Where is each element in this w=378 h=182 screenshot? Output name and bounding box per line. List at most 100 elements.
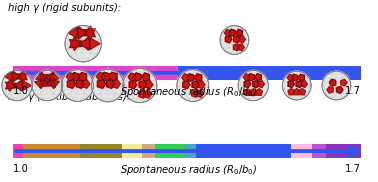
Polygon shape [11, 71, 20, 81]
Polygon shape [183, 81, 190, 88]
Polygon shape [192, 81, 199, 88]
Polygon shape [107, 80, 115, 88]
Text: Spontaneous radius ($R_0/b_0$): Spontaneous radius ($R_0/b_0$) [120, 85, 258, 99]
Ellipse shape [251, 83, 256, 88]
Polygon shape [194, 74, 201, 81]
Polygon shape [197, 90, 204, 97]
Polygon shape [236, 29, 242, 36]
Polygon shape [68, 27, 79, 39]
Ellipse shape [130, 76, 150, 95]
Bar [13, 144, 23, 158]
Polygon shape [40, 78, 48, 88]
Ellipse shape [181, 74, 204, 97]
Polygon shape [62, 70, 93, 101]
Polygon shape [79, 73, 87, 81]
Polygon shape [112, 80, 121, 88]
Polygon shape [142, 73, 149, 81]
Ellipse shape [226, 32, 243, 48]
Polygon shape [2, 70, 32, 101]
Polygon shape [98, 80, 106, 88]
Polygon shape [145, 81, 153, 89]
Ellipse shape [188, 81, 197, 90]
Ellipse shape [39, 77, 56, 94]
Polygon shape [71, 73, 79, 81]
Polygon shape [253, 81, 259, 88]
Polygon shape [107, 80, 115, 88]
Polygon shape [198, 81, 205, 88]
Polygon shape [192, 81, 199, 88]
Polygon shape [50, 72, 59, 81]
Ellipse shape [71, 79, 84, 92]
Polygon shape [22, 81, 31, 90]
Polygon shape [288, 81, 294, 87]
Ellipse shape [135, 81, 145, 90]
Polygon shape [229, 29, 235, 36]
Polygon shape [298, 74, 304, 81]
Polygon shape [5, 72, 13, 81]
Bar [186, 144, 196, 158]
Polygon shape [177, 70, 209, 101]
Ellipse shape [78, 39, 88, 49]
Polygon shape [301, 81, 307, 87]
Ellipse shape [73, 81, 82, 90]
Polygon shape [70, 37, 81, 48]
Polygon shape [32, 70, 62, 101]
Ellipse shape [73, 33, 93, 54]
Text: 1.0: 1.0 [13, 86, 29, 96]
Polygon shape [291, 74, 297, 81]
Polygon shape [225, 29, 231, 36]
Polygon shape [336, 86, 343, 93]
Ellipse shape [8, 77, 26, 94]
Ellipse shape [105, 83, 110, 88]
Polygon shape [82, 80, 90, 88]
Ellipse shape [68, 76, 87, 95]
Polygon shape [293, 89, 300, 95]
Polygon shape [76, 28, 87, 39]
Ellipse shape [128, 73, 152, 98]
Polygon shape [288, 89, 294, 95]
Polygon shape [76, 80, 84, 88]
Polygon shape [287, 74, 293, 81]
Polygon shape [46, 78, 55, 88]
Polygon shape [45, 73, 54, 82]
Polygon shape [336, 87, 343, 93]
Ellipse shape [43, 81, 51, 90]
Polygon shape [71, 73, 79, 81]
Polygon shape [129, 81, 137, 89]
Bar [178, 66, 361, 80]
Polygon shape [244, 89, 251, 95]
Bar [89, 144, 122, 158]
Polygon shape [234, 36, 240, 43]
Ellipse shape [240, 73, 266, 98]
Bar [122, 144, 142, 158]
Polygon shape [255, 74, 261, 81]
Polygon shape [35, 80, 44, 89]
Ellipse shape [179, 72, 206, 99]
Polygon shape [288, 81, 294, 87]
Polygon shape [79, 37, 91, 49]
Ellipse shape [64, 72, 91, 99]
Ellipse shape [81, 41, 86, 46]
Ellipse shape [287, 75, 307, 96]
Ellipse shape [103, 81, 112, 90]
Polygon shape [187, 74, 194, 81]
Text: low γ (flexible subunits):: low γ (flexible subunits): [8, 92, 130, 102]
Polygon shape [133, 73, 141, 81]
Ellipse shape [65, 25, 101, 62]
Bar [196, 144, 291, 158]
Polygon shape [248, 74, 254, 81]
Polygon shape [84, 26, 95, 37]
Polygon shape [67, 80, 76, 88]
Polygon shape [296, 81, 302, 87]
Ellipse shape [177, 70, 209, 101]
Bar [13, 66, 177, 80]
Ellipse shape [123, 69, 157, 102]
Ellipse shape [45, 83, 50, 88]
Ellipse shape [293, 81, 301, 90]
Ellipse shape [70, 31, 96, 57]
Polygon shape [14, 80, 23, 90]
Bar [312, 144, 325, 158]
Polygon shape [225, 36, 232, 43]
Ellipse shape [228, 34, 240, 46]
Ellipse shape [191, 83, 195, 88]
